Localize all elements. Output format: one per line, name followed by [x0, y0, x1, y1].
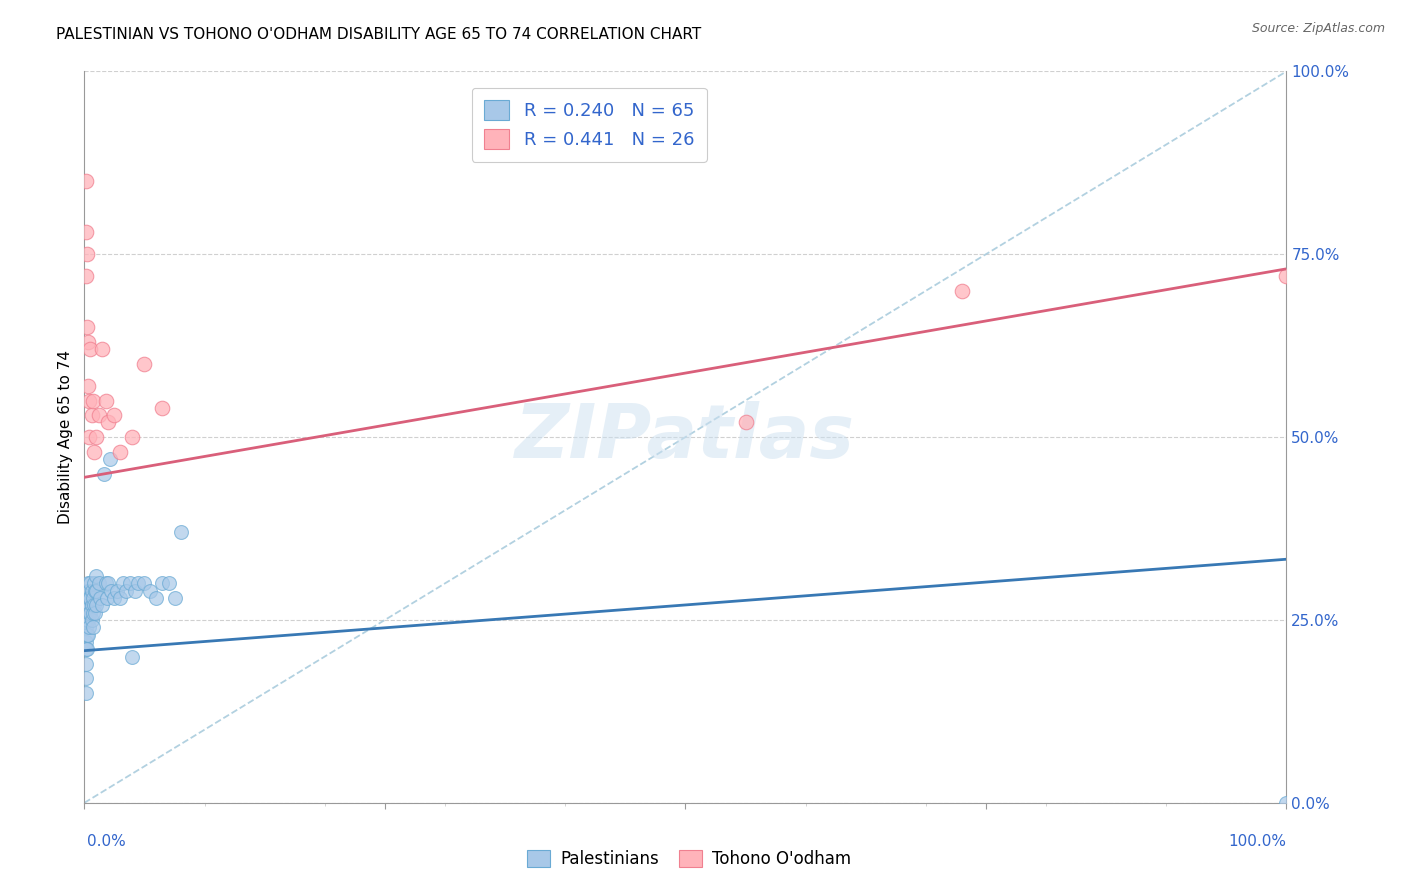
- Point: [77, 613, 100, 627]
- Point: [79, 343, 101, 357]
- Point: [91, 343, 114, 357]
- Point: [86, 430, 108, 444]
- Point: [950, 284, 973, 298]
- Text: ZIPatlas: ZIPatlas: [516, 401, 855, 474]
- Point: [89, 591, 111, 605]
- Point: [734, 416, 756, 430]
- Point: [105, 583, 128, 598]
- Point: [97, 576, 120, 591]
- Point: [169, 525, 191, 540]
- Text: Source: ZipAtlas.com: Source: ZipAtlas.com: [1251, 22, 1385, 36]
- Point: [96, 591, 118, 605]
- Point: [76, 583, 98, 598]
- Point: [77, 606, 100, 620]
- Point: [111, 576, 134, 591]
- Point: [87, 576, 110, 591]
- Point: [163, 591, 186, 605]
- Point: [1275, 269, 1298, 284]
- Legend: Palestinians, Tohono O'odham: Palestinians, Tohono O'odham: [520, 843, 858, 875]
- Point: [121, 430, 143, 444]
- Point: [103, 408, 125, 422]
- Point: [77, 576, 100, 591]
- Point: [77, 627, 100, 641]
- Point: [84, 583, 107, 598]
- Point: [83, 599, 105, 613]
- Point: [75, 599, 97, 613]
- Point: [98, 452, 121, 467]
- Point: [79, 576, 101, 591]
- Point: [75, 225, 97, 239]
- Point: [82, 591, 104, 605]
- Point: [86, 583, 108, 598]
- Point: [83, 444, 105, 458]
- Point: [79, 591, 101, 605]
- Point: [110, 444, 132, 458]
- Point: [152, 401, 174, 415]
- Point: [94, 393, 117, 408]
- Point: [1275, 796, 1298, 810]
- Point: [87, 408, 110, 422]
- Point: [134, 357, 156, 371]
- Point: [82, 606, 104, 620]
- Point: [145, 591, 167, 605]
- Point: [80, 408, 103, 422]
- Point: [77, 334, 100, 349]
- Point: [75, 672, 97, 686]
- Point: [77, 599, 100, 613]
- Point: [75, 620, 97, 634]
- Point: [152, 576, 174, 591]
- Point: [76, 247, 98, 261]
- Point: [100, 583, 122, 598]
- Point: [79, 606, 101, 620]
- Point: [75, 174, 97, 188]
- Point: [77, 591, 100, 605]
- Point: [80, 599, 103, 613]
- Point: [75, 269, 97, 284]
- Point: [80, 583, 103, 598]
- Point: [86, 599, 108, 613]
- Point: [76, 320, 98, 334]
- Point: [77, 430, 100, 444]
- Point: [76, 613, 98, 627]
- Point: [77, 379, 100, 393]
- Point: [83, 576, 105, 591]
- Point: [97, 416, 120, 430]
- Point: [82, 620, 104, 634]
- Point: [76, 642, 98, 657]
- Point: [110, 591, 132, 605]
- Point: [75, 642, 97, 657]
- Point: [77, 393, 100, 408]
- Point: [82, 393, 104, 408]
- Point: [94, 576, 117, 591]
- Point: [157, 576, 180, 591]
- Point: [80, 613, 103, 627]
- Text: 0.0%: 0.0%: [87, 834, 127, 849]
- Point: [118, 576, 141, 591]
- Point: [124, 583, 146, 598]
- Point: [84, 606, 107, 620]
- Point: [76, 599, 98, 613]
- Point: [75, 686, 97, 700]
- Legend: R = 0.240   N = 65, R = 0.441   N = 26: R = 0.240 N = 65, R = 0.441 N = 26: [471, 87, 707, 161]
- Point: [77, 620, 100, 634]
- Point: [77, 591, 100, 605]
- Point: [115, 583, 138, 598]
- Point: [77, 583, 100, 598]
- Point: [93, 467, 115, 481]
- Point: [76, 627, 98, 641]
- Point: [76, 591, 98, 605]
- Point: [127, 576, 149, 591]
- Point: [134, 576, 156, 591]
- Point: [75, 657, 97, 671]
- Text: PALESTINIAN VS TOHONO O'ODHAM DISABILITY AGE 65 TO 74 CORRELATION CHART: PALESTINIAN VS TOHONO O'ODHAM DISABILITY…: [56, 27, 702, 42]
- Text: 100.0%: 100.0%: [1229, 834, 1286, 849]
- Point: [91, 599, 114, 613]
- Point: [75, 613, 97, 627]
- Point: [103, 591, 125, 605]
- Y-axis label: Disability Age 65 to 74: Disability Age 65 to 74: [58, 350, 73, 524]
- Point: [121, 649, 143, 664]
- Point: [75, 635, 97, 649]
- Point: [86, 569, 108, 583]
- Point: [139, 583, 162, 598]
